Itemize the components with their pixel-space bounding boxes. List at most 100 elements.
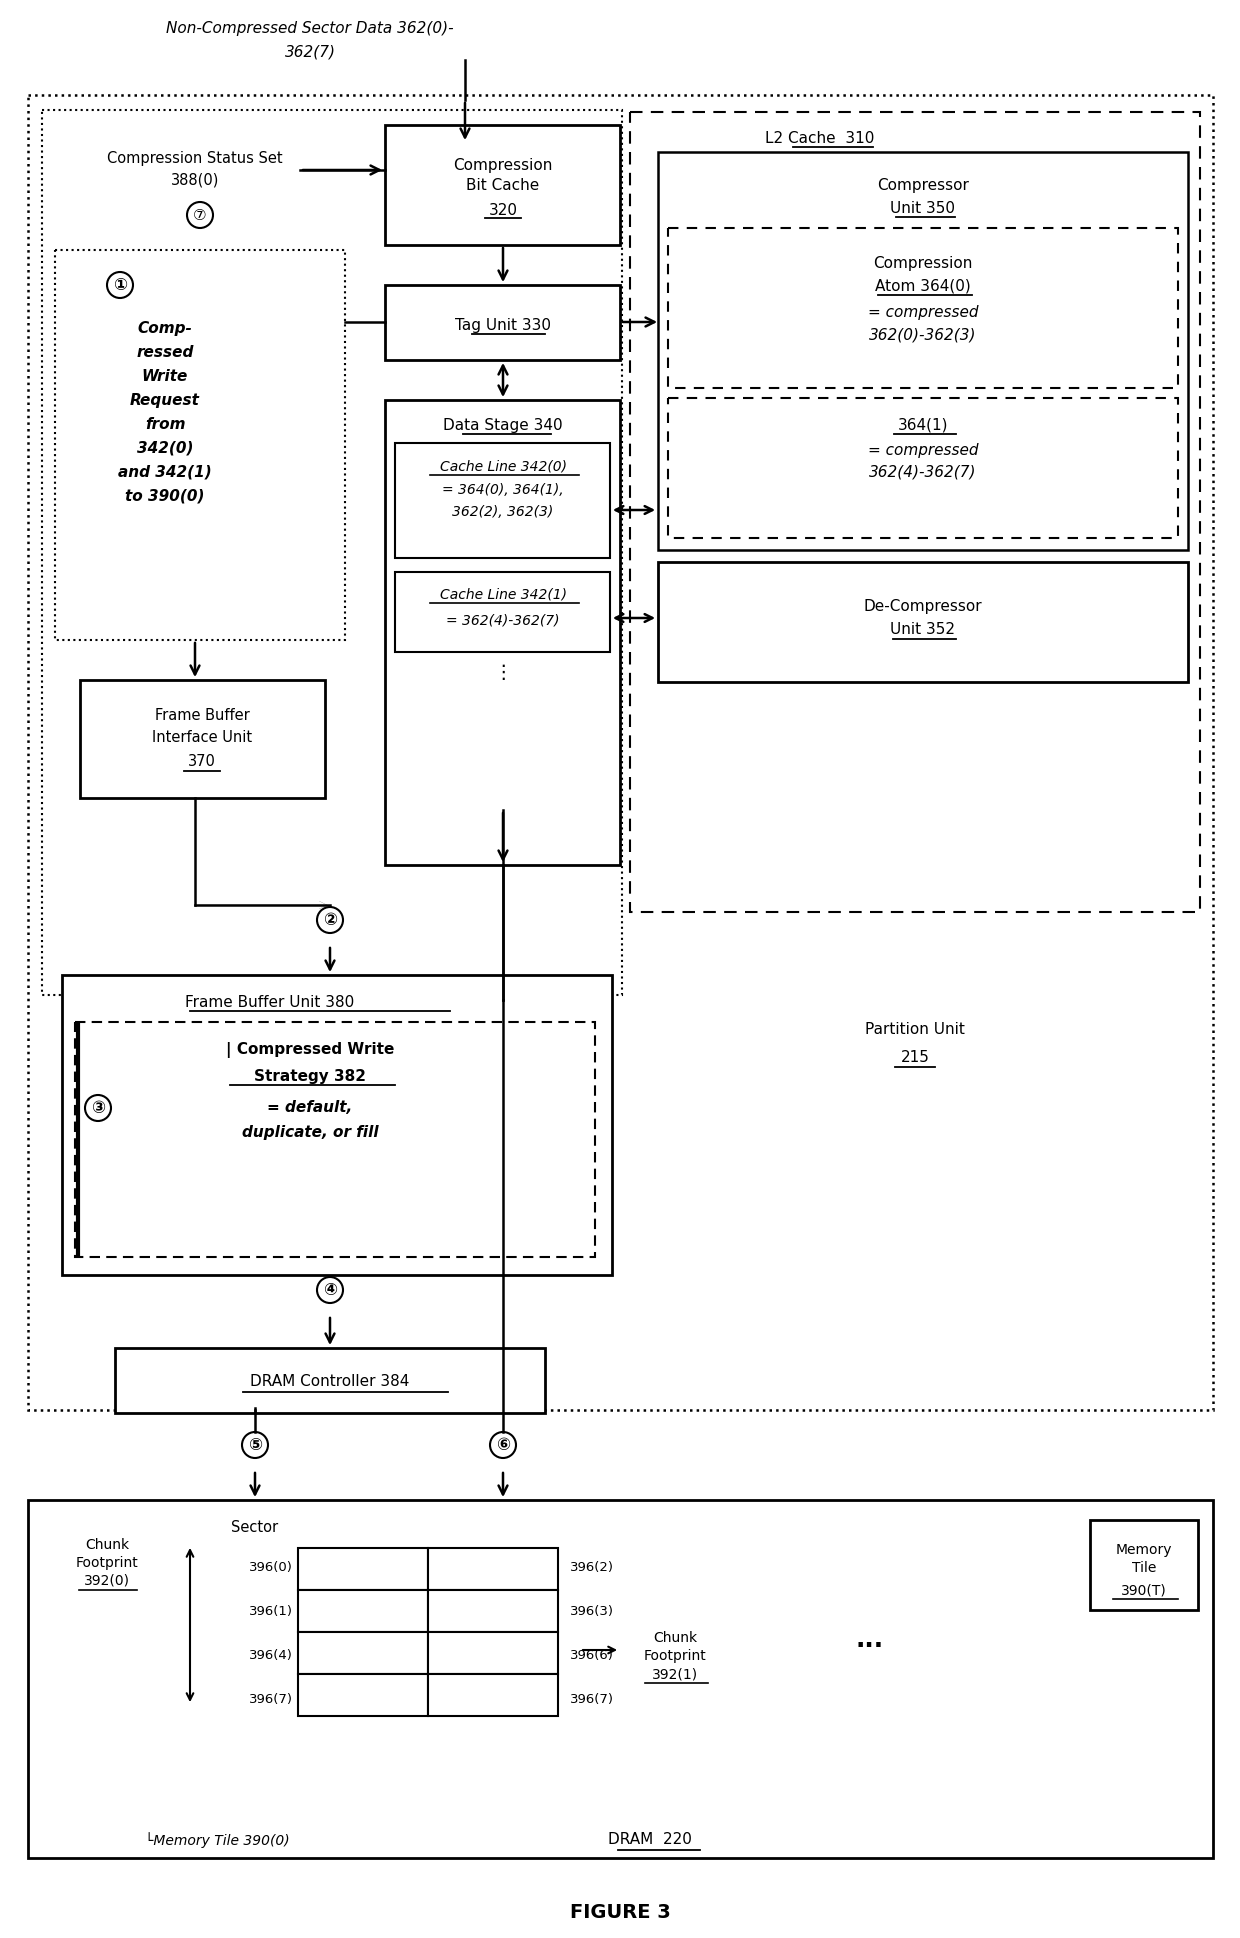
Bar (396, 444, 610, 558)
Text: | Compressed Write: | Compressed Write (226, 1043, 394, 1058)
Bar (298, 1589, 428, 1632)
Bar (658, 562, 1188, 682)
Text: ⋮: ⋮ (494, 663, 513, 682)
Text: = default,: = default, (268, 1101, 352, 1116)
Text: 320: 320 (489, 202, 517, 217)
Text: Non-Compressed Sector Data 362(0)-: Non-Compressed Sector Data 362(0)- (166, 21, 454, 35)
Text: ressed: ressed (136, 345, 193, 360)
Bar (668, 229, 1178, 388)
Text: ③: ③ (91, 1099, 105, 1116)
Text: Frame Buffer Unit 380: Frame Buffer Unit 380 (185, 994, 355, 1010)
Text: 342(0): 342(0) (136, 440, 193, 455)
Text: 362(4)-362(7): 362(4)-362(7) (869, 465, 977, 479)
Text: Atom 364(0): Atom 364(0) (875, 279, 971, 293)
Text: 215: 215 (900, 1050, 930, 1066)
Text: Tile: Tile (1132, 1560, 1156, 1576)
Bar (298, 1548, 428, 1589)
Text: ⑦: ⑦ (193, 207, 207, 223)
Text: Compression Status Set: Compression Status Set (107, 151, 283, 165)
Text: ⑥: ⑥ (496, 1436, 510, 1454)
Text: Partition Unit: Partition Unit (866, 1023, 965, 1037)
Text: 362(2), 362(3): 362(2), 362(3) (453, 506, 553, 519)
Text: 392(1): 392(1) (652, 1667, 698, 1680)
Bar (298, 1674, 428, 1715)
Text: 396(4): 396(4) (249, 1649, 293, 1661)
Bar (428, 1674, 558, 1715)
Text: 390(T): 390(T) (1121, 1583, 1167, 1597)
Bar (396, 572, 610, 651)
Text: ...: ... (856, 1628, 884, 1651)
Bar (668, 397, 1178, 539)
Text: 364(1): 364(1) (898, 417, 949, 432)
Text: and 342(1): and 342(1) (118, 465, 212, 479)
Text: Write: Write (141, 368, 188, 384)
Text: 362(7): 362(7) (284, 45, 336, 60)
Bar (74, 1021, 595, 1258)
Text: 396(2): 396(2) (570, 1560, 614, 1574)
Bar (115, 1349, 546, 1413)
Text: Footprint: Footprint (644, 1649, 707, 1663)
Text: ④: ④ (322, 1281, 337, 1298)
Bar (384, 285, 620, 360)
Text: Compressor: Compressor (877, 178, 968, 192)
Bar (55, 250, 345, 640)
Text: FIGURE 3: FIGURE 3 (569, 1903, 671, 1921)
Text: 396(1): 396(1) (249, 1605, 293, 1618)
Bar (29, 95, 1213, 1411)
Text: 388(0): 388(0) (171, 172, 219, 188)
Text: = compressed: = compressed (868, 442, 978, 457)
Text: 396(3): 396(3) (570, 1605, 614, 1618)
Text: 396(6): 396(6) (570, 1649, 614, 1661)
Text: from: from (145, 417, 185, 432)
Text: 392(0): 392(0) (84, 1574, 130, 1587)
Text: Footprint: Footprint (76, 1556, 139, 1570)
Bar (384, 399, 620, 864)
Text: DRAM  220: DRAM 220 (608, 1833, 692, 1847)
Bar (630, 112, 1200, 913)
Text: Unit 352: Unit 352 (890, 622, 956, 638)
Text: Bit Cache: Bit Cache (466, 178, 539, 192)
Bar (81, 680, 325, 798)
Text: 396(7): 396(7) (249, 1692, 293, 1705)
Bar (1090, 1519, 1198, 1610)
Text: Interface Unit: Interface Unit (153, 729, 252, 744)
Text: Data Stage 340: Data Stage 340 (443, 417, 563, 432)
Text: Sector: Sector (232, 1519, 279, 1535)
Text: = 364(0), 364(1),: = 364(0), 364(1), (443, 483, 564, 496)
Text: Memory: Memory (1116, 1543, 1172, 1556)
Bar (298, 1632, 428, 1674)
Text: └Memory Tile 390(0): └Memory Tile 390(0) (145, 1831, 290, 1849)
Text: Compression: Compression (873, 256, 972, 271)
Text: ①: ① (113, 275, 126, 295)
Text: = compressed: = compressed (868, 304, 978, 320)
Text: 362(0)-362(3): 362(0)-362(3) (869, 328, 977, 343)
Text: Request: Request (130, 393, 200, 407)
Text: to 390(0): to 390(0) (125, 488, 205, 504)
Text: De-Compressor: De-Compressor (864, 599, 982, 614)
Text: DRAM Controller 384: DRAM Controller 384 (250, 1374, 409, 1390)
Text: 396(0): 396(0) (249, 1560, 293, 1574)
Text: 396(7): 396(7) (570, 1692, 614, 1705)
Text: Frame Buffer: Frame Buffer (155, 707, 249, 723)
Bar (62, 975, 613, 1275)
Bar (428, 1632, 558, 1674)
Text: Tag Unit 330: Tag Unit 330 (455, 318, 551, 333)
Bar (42, 110, 622, 994)
Bar (658, 151, 1188, 550)
Text: duplicate, or fill: duplicate, or fill (242, 1126, 378, 1140)
Text: Comp-: Comp- (138, 320, 192, 335)
Text: Chunk: Chunk (653, 1632, 697, 1645)
Bar (29, 1500, 1213, 1859)
Text: = 362(4)-362(7): = 362(4)-362(7) (446, 614, 559, 628)
Text: ②: ② (322, 911, 337, 928)
Text: ⑤: ⑤ (248, 1436, 262, 1454)
Text: Cache Line 342(1): Cache Line 342(1) (439, 587, 567, 601)
Text: L2 Cache  310: L2 Cache 310 (765, 130, 874, 145)
Bar (428, 1589, 558, 1632)
Text: Cache Line 342(0): Cache Line 342(0) (439, 459, 567, 473)
Text: Compression: Compression (454, 157, 553, 172)
Text: Unit 350: Unit 350 (890, 200, 956, 215)
Text: 370: 370 (188, 754, 216, 769)
Text: Strategy 382: Strategy 382 (254, 1068, 366, 1083)
Bar (428, 1548, 558, 1589)
